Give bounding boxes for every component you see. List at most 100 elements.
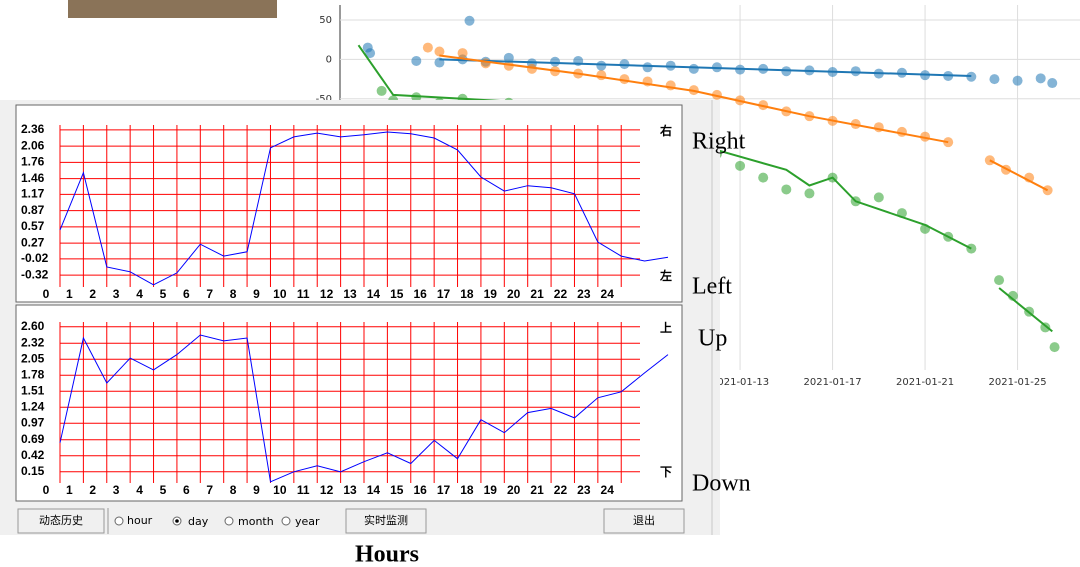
x-tick-label: 5 (160, 287, 167, 301)
y-tick-label: 2.06 (21, 138, 45, 152)
point (873, 192, 884, 203)
point (966, 71, 977, 82)
x-tick-label: 9 (253, 287, 260, 301)
x-tick-label: 24 (601, 287, 615, 301)
trend-line (998, 287, 1053, 333)
x-tick-label: 23 (577, 483, 591, 497)
annotation: Down (692, 471, 751, 497)
radio[interactable] (224, 516, 234, 526)
x-tick-label: 4 (136, 483, 143, 497)
x-tick-label: 24 (601, 483, 615, 497)
radio[interactable] (281, 516, 291, 526)
point (688, 63, 699, 74)
x-tick-label: 5 (160, 483, 167, 497)
chart-horizontal: 2.36 2.06 1.76 1.46 1.17 0.87 0.57 0.27 -0.02 -0.… (21, 122, 672, 301)
radio[interactable] (114, 516, 124, 526)
x-tick-label: 17 (437, 287, 451, 301)
y-tick-label: 2.32 (21, 335, 45, 349)
x-tick-label: 13 (343, 287, 357, 301)
side-label: 上 (660, 320, 672, 335)
x-tick-label: 7 (206, 483, 213, 497)
radio-label[interactable]: day (188, 515, 209, 528)
y-tick-label: -50 (316, 94, 332, 105)
y-tick-label: 1.51 (21, 383, 45, 397)
point (1049, 342, 1060, 353)
point (503, 60, 514, 71)
radio-label[interactable]: hour (127, 514, 153, 527)
x-tick-label: 13 (343, 483, 357, 497)
x-tick-label: 0 (43, 287, 50, 301)
x-tick-label: 2021-01-17 (804, 377, 862, 388)
button-label[interactable]: 动态历史 (39, 514, 83, 527)
x-tick-label: 15 (390, 287, 404, 301)
x-tick-label: 9 (253, 483, 260, 497)
x-tick-label: 3 (113, 483, 120, 497)
y-tick-label: 1.17 (21, 187, 45, 201)
button-label[interactable]: 实时监测 (364, 513, 408, 527)
y-tick-label: 2.60 (21, 319, 45, 333)
annotation: Right (692, 129, 746, 155)
point (1012, 75, 1023, 86)
side-label: 下 (660, 465, 672, 479)
point (1035, 73, 1046, 84)
x-tick-label: 10 (273, 483, 287, 497)
y-tick-label: 0.87 (21, 203, 45, 217)
photo (68, 0, 277, 18)
button-label[interactable]: 退出 (633, 513, 655, 527)
radio-label[interactable]: year (295, 515, 320, 528)
x-tick-label: 17 (437, 483, 451, 497)
app-window: 2.36 2.06 1.76 1.46 1.17 0.87 0.57 0.27 -0.02 -0.… (0, 100, 720, 535)
x-tick-label: 11 (297, 287, 310, 301)
x-tick-label: 19 (484, 287, 498, 301)
y-tick-label: 2.36 (21, 122, 45, 136)
y-tick-label: 1.76 (21, 155, 45, 169)
y-tick-label: 1.46 (21, 171, 45, 185)
point (994, 275, 1005, 286)
x-tick-label: 18 (460, 287, 474, 301)
side-label: 右 (659, 123, 672, 138)
x-tick-label: 2 (89, 483, 96, 497)
y-tick-label: 1.78 (21, 367, 45, 381)
x-tick-label: 8 (230, 287, 237, 301)
y-tick-label: 0 (326, 54, 332, 65)
x-tick-label: 2 (89, 287, 96, 301)
side-label: 左 (659, 268, 672, 283)
x-tick-label: 6 (183, 483, 190, 497)
y-tick-label: 0.97 (21, 415, 45, 429)
point (464, 15, 475, 26)
x-tick-label: 1 (66, 287, 73, 301)
exit-button[interactable] (603, 508, 685, 534)
point (457, 48, 468, 59)
point (411, 92, 422, 103)
point (896, 67, 907, 78)
y-tick-label: 2.05 (21, 351, 45, 365)
point (596, 60, 607, 71)
radio-label[interactable]: month (238, 515, 274, 528)
point (422, 42, 433, 53)
x-tick-label: 1 (66, 483, 73, 497)
y-tick-label: -0.02 (21, 251, 49, 265)
point (596, 70, 607, 81)
history-button[interactable] (17, 508, 105, 534)
x-tick-label: 6 (183, 287, 190, 301)
x-tick-label: 20 (507, 287, 521, 301)
point (376, 85, 387, 96)
x-tick-label: 2021-01-25 (989, 377, 1047, 388)
x-tick-label: 12 (320, 483, 334, 497)
x-tick-label: 22 (554, 287, 568, 301)
point (850, 66, 861, 77)
x-tick-label: 2021-01-13 (711, 377, 769, 388)
x-tick-label: 21 (530, 287, 544, 301)
y-tick-label: -0.32 (21, 267, 49, 281)
point (411, 55, 422, 66)
trend-line (439, 58, 972, 77)
x-tick-label: 16 (413, 483, 427, 497)
monitor-button[interactable] (345, 508, 427, 534)
trend-line (989, 159, 1049, 192)
point (619, 59, 630, 70)
point (434, 46, 445, 57)
point (503, 52, 514, 63)
y-tick-label: 1.24 (21, 399, 45, 413)
trend-line (439, 54, 949, 144)
